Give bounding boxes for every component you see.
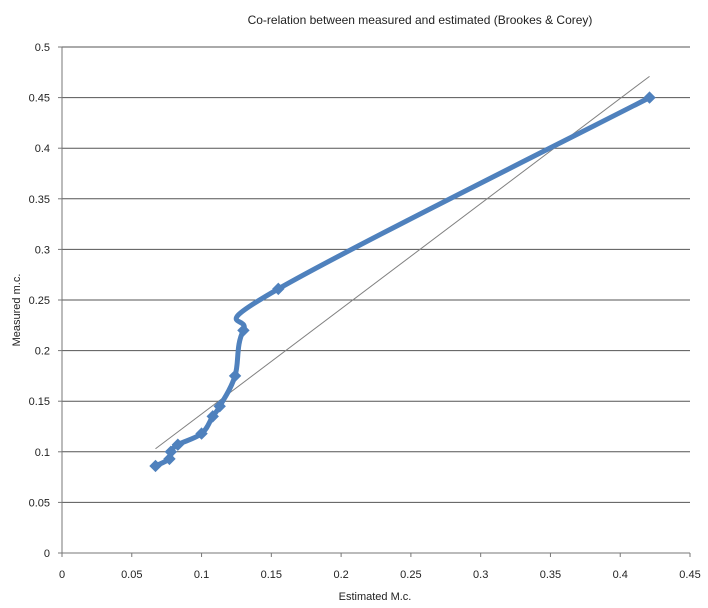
y-tick-label: 0.45 xyxy=(29,93,50,105)
x-tick-label: 0.45 xyxy=(679,569,700,581)
grid-lines xyxy=(62,46,690,503)
data-point-7 xyxy=(228,369,242,383)
data-point-2 xyxy=(164,445,178,459)
y-tick-label: 0.1 xyxy=(35,447,50,459)
y-tick-label: 0.5 xyxy=(35,42,50,54)
y-tick-label: 0.4 xyxy=(35,143,50,155)
y-axis-title: Measured m.c. xyxy=(11,274,23,347)
y-tick-label: 0.2 xyxy=(35,346,50,358)
data-point-10 xyxy=(643,91,656,104)
x-tick-label: 0.25 xyxy=(400,569,421,581)
x-tick-label: 0.05 xyxy=(121,569,142,581)
series-layer xyxy=(149,91,656,473)
x-tick-label: 0.1 xyxy=(194,569,209,581)
x-tick-label: 0.4 xyxy=(613,569,628,581)
y-tick-label: 0 xyxy=(44,548,50,560)
x-axis-ticks: 0 0.05 0.1 0.15 0.2 0.25 0.3 0.35 0.4 0.45 xyxy=(59,553,701,581)
data-point-3 xyxy=(171,438,185,451)
x-tick-label: 0.35 xyxy=(540,569,561,581)
x-tick-label: 0.15 xyxy=(261,569,282,581)
y-tick-label: 0.25 xyxy=(29,295,50,307)
x-tick-label: 0.3 xyxy=(473,569,488,581)
x-tick-label: 0 xyxy=(59,569,65,581)
x-axis-title: Estimated M.c. xyxy=(339,591,412,603)
data-point-8 xyxy=(237,324,250,337)
y-tick-label: 0.3 xyxy=(35,244,50,256)
y-tick-label: 0.05 xyxy=(29,497,50,509)
data-point-6 xyxy=(213,400,226,413)
data-point-0 xyxy=(149,459,162,473)
y-axis-ticks: 0 0.05 0.1 0.15 0.2 0.25 0.3 0.35 0.4 0.45 0.5 xyxy=(29,42,62,560)
data-point-4 xyxy=(195,427,208,440)
y-tick-label: 0.15 xyxy=(29,396,50,408)
y-tick-label: 0.35 xyxy=(29,194,50,206)
data-point-9 xyxy=(272,282,285,296)
data-point-1 xyxy=(163,452,176,466)
data-point-5 xyxy=(206,410,219,423)
chart-title: Co-relation between measured and estimat… xyxy=(248,13,593,27)
x-tick-label: 0.2 xyxy=(333,569,348,581)
series-line-0 xyxy=(153,95,652,469)
